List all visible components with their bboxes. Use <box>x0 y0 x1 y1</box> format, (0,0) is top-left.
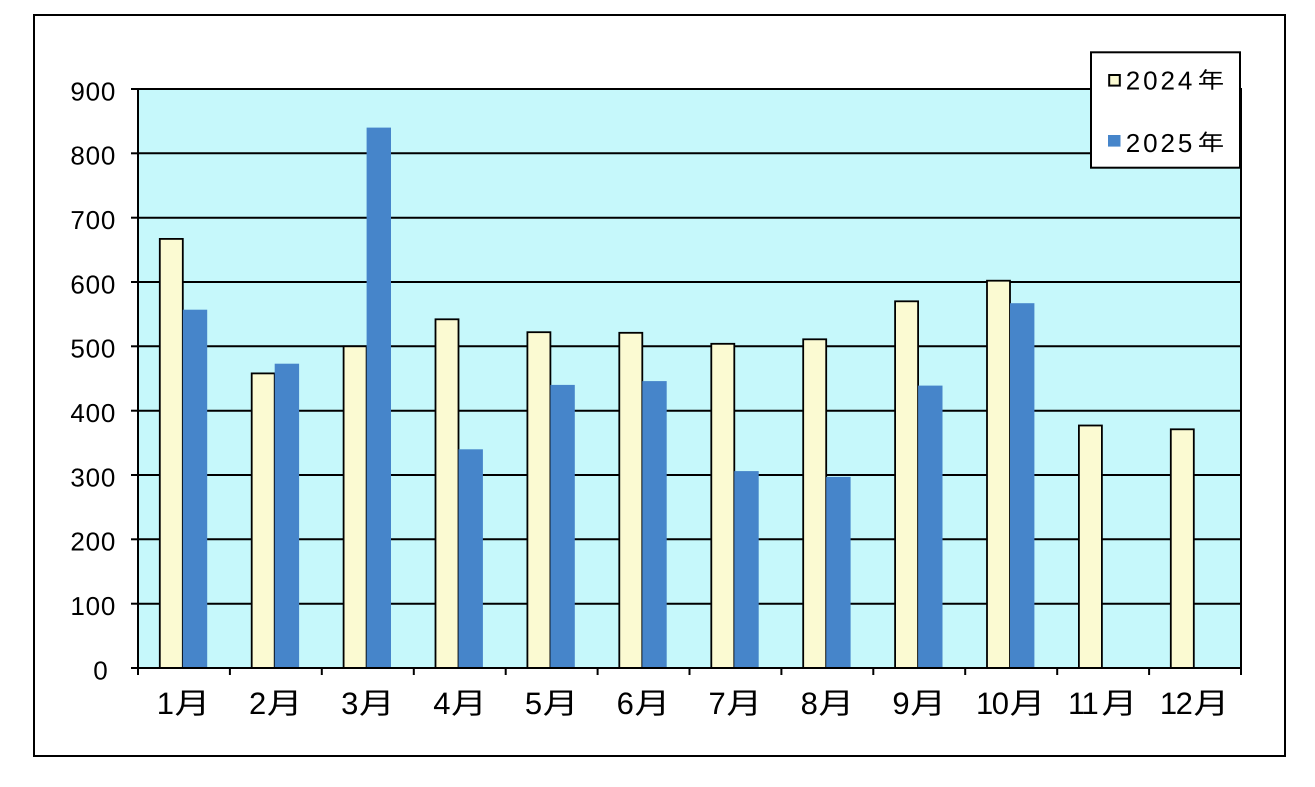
svg-text:900: 900 <box>70 76 116 106</box>
svg-text:2: 2 <box>249 686 265 721</box>
svg-text:2025: 2025 <box>1126 128 1195 158</box>
svg-text:7: 7 <box>709 686 725 721</box>
svg-text:100: 100 <box>70 591 116 621</box>
svg-text:11: 11 <box>1068 686 1097 721</box>
svg-text:400: 400 <box>70 398 116 428</box>
svg-text:3: 3 <box>341 686 357 721</box>
svg-text:2024: 2024 <box>1126 66 1195 96</box>
svg-text:700: 700 <box>70 205 116 235</box>
svg-text:10: 10 <box>976 686 1009 721</box>
svg-text:1: 1 <box>157 686 173 721</box>
svg-text:600: 600 <box>70 269 116 299</box>
svg-text:4: 4 <box>433 686 450 721</box>
svg-text:6: 6 <box>617 686 633 721</box>
svg-text:800: 800 <box>70 141 116 171</box>
svg-text:9: 9 <box>892 686 908 721</box>
svg-text:12: 12 <box>1160 686 1192 721</box>
svg-text:5: 5 <box>525 686 541 721</box>
svg-text:300: 300 <box>70 462 116 492</box>
svg-text:0: 0 <box>93 655 108 685</box>
svg-text:500: 500 <box>70 334 116 364</box>
svg-text:200: 200 <box>70 527 116 557</box>
svg-text:8: 8 <box>801 686 817 721</box>
